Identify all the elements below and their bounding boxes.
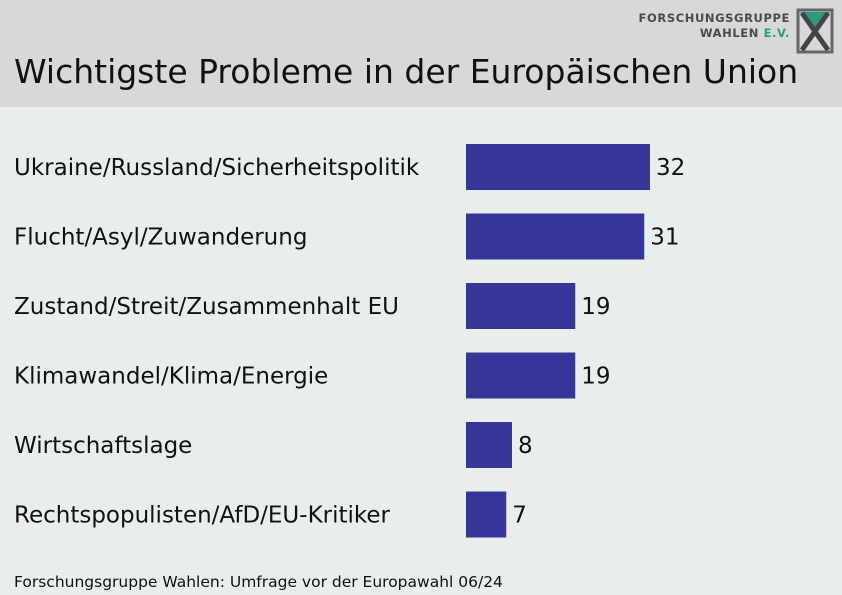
source-note: Forschungsgruppe Wahlen: Umfrage vor der… — [14, 573, 503, 591]
value-label: 19 — [581, 294, 610, 320]
logo-line-2-main: WAHLEN — [699, 26, 759, 40]
logo-wordmark: FORSCHUNGSGRUPPE WAHLEN E.V. — [639, 11, 790, 41]
category-label: Rechtspopulisten/AfD/EU-Kritiker — [14, 503, 391, 529]
category-label: Klimawandel/Klima/Energie — [14, 364, 328, 390]
category-label: Ukraine/Russland/Sicherheitspolitik — [14, 155, 420, 181]
value-label: 31 — [650, 225, 679, 251]
logo-line-2: WAHLEN E.V. — [639, 26, 790, 41]
header-band: FORSCHUNGSGRUPPE WAHLEN E.V. Wichtigste … — [0, 0, 842, 107]
bar-chart: Ukraine/Russland/Sicherheitspolitik 32 Flu… — [14, 144, 685, 538]
value-label: 19 — [581, 364, 610, 390]
value-label: 7 — [512, 503, 527, 529]
bar — [466, 352, 576, 399]
bar — [466, 213, 645, 260]
category-label: Wirtschaftslage — [14, 433, 192, 459]
category-label: Flucht/Asyl/Zuwanderung — [14, 225, 307, 251]
logo-line-2-accent: E.V. — [763, 26, 790, 40]
bar — [466, 144, 650, 190]
page-title: Wichtigste Probleme in der Europäischen … — [14, 52, 799, 91]
bar — [466, 422, 512, 468]
value-label: 8 — [518, 433, 533, 459]
value-label: 32 — [656, 155, 685, 181]
logo-line-1: FORSCHUNGSGRUPPE — [638, 11, 790, 25]
ballot-x-logo-icon — [796, 8, 834, 54]
bar — [466, 491, 507, 538]
bar — [466, 283, 576, 329]
category-label: Zustand/Streit/Zusammenhalt EU — [14, 294, 399, 320]
